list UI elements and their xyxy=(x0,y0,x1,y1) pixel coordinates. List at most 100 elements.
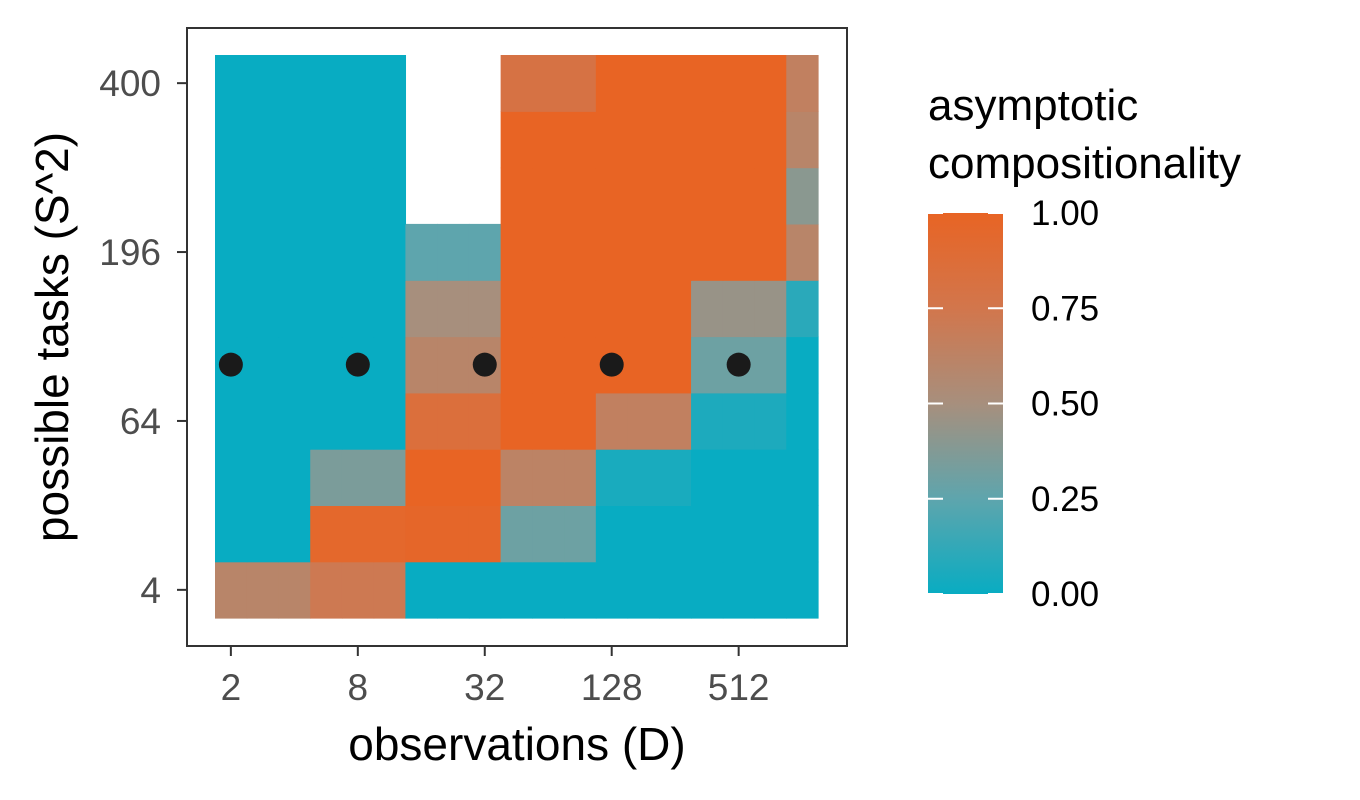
heatmap-cell xyxy=(659,223,692,281)
heatmap-cell xyxy=(564,505,597,563)
colorbar-ticks: 0.00 0.25 0.50 0.75 1.00 xyxy=(928,194,1099,614)
heatmap-cell xyxy=(215,167,248,225)
heatmap-cell xyxy=(722,223,756,281)
heatmap-cell xyxy=(627,336,660,394)
heatmap-cell xyxy=(786,111,819,169)
heatmap-cell xyxy=(595,449,629,506)
heatmap-cell xyxy=(373,392,407,450)
heatmap-cell xyxy=(437,223,470,281)
heatmap-cell xyxy=(246,111,280,169)
data-point xyxy=(345,352,370,377)
heatmap-cell xyxy=(722,167,756,225)
heatmap-cell xyxy=(722,505,756,563)
heatmap-cell xyxy=(500,111,533,169)
heatmap-cell xyxy=(246,505,280,563)
y-tick-label: 4 xyxy=(140,570,161,611)
heatmap-cell xyxy=(278,167,311,225)
y-tick-label: 400 xyxy=(99,63,161,104)
heatmap-cell xyxy=(341,280,375,338)
heatmap-cell xyxy=(691,55,724,112)
heatmap-cell xyxy=(564,392,597,450)
heatmap-cell xyxy=(278,336,311,394)
heatmap-cell xyxy=(786,55,819,112)
heatmap-cell xyxy=(627,392,660,450)
heatmap-cell xyxy=(786,223,819,281)
heatmap-cell xyxy=(659,336,692,394)
heatmap-cell xyxy=(532,449,565,506)
heatmap-cell xyxy=(215,280,248,338)
heatmap-cell xyxy=(468,449,502,506)
heatmap-cell xyxy=(405,223,438,281)
data-point xyxy=(726,352,751,377)
heatmap-cell xyxy=(564,111,597,169)
heatmap-cell xyxy=(310,392,343,450)
heatmap-cell xyxy=(500,505,533,563)
legend-title-line-1: asymptotic xyxy=(928,81,1138,130)
heatmap-cell xyxy=(246,223,280,281)
heatmap-cell xyxy=(754,223,787,281)
heatmap-cell xyxy=(246,449,280,506)
heatmap-cell xyxy=(246,167,280,225)
heatmap-cell xyxy=(373,55,407,112)
heatmap-cell xyxy=(754,392,787,450)
heatmap-cell xyxy=(722,392,756,450)
heatmap-cell xyxy=(215,561,248,619)
heatmap-cell xyxy=(659,55,692,112)
heatmap-cell xyxy=(532,223,565,281)
x-axis: 2 8 32 128 512 xyxy=(221,646,770,708)
heatmap-cell xyxy=(532,55,565,112)
heatmap-cell xyxy=(754,505,787,563)
heatmap-cell xyxy=(310,505,343,563)
heatmap-cell xyxy=(691,111,724,169)
heatmap-cell xyxy=(246,280,280,338)
heatmap-cell xyxy=(786,280,819,338)
heatmap-cell xyxy=(468,392,502,450)
heatmap-cell xyxy=(341,561,375,619)
heatmap-cell xyxy=(754,449,787,506)
heatmap-cell xyxy=(278,561,311,619)
heatmap-cell xyxy=(627,449,660,506)
heatmap-cell xyxy=(564,336,597,394)
heatmap-cell xyxy=(246,561,280,619)
heatmap-cell xyxy=(786,336,819,394)
heatmap-cell xyxy=(373,223,407,281)
heatmap-cell xyxy=(786,392,819,450)
heatmap-cell xyxy=(278,55,311,112)
heatmap-cell xyxy=(659,167,692,225)
x-tick-label: 512 xyxy=(708,667,770,708)
heatmap-cell xyxy=(215,55,248,112)
heatmap-cell xyxy=(373,280,407,338)
heatmap-cell xyxy=(405,336,438,394)
heatmap-cell xyxy=(564,55,597,112)
heatmap-cell xyxy=(500,167,533,225)
heatmap-cell xyxy=(627,111,660,169)
heatmap-cell xyxy=(564,561,597,619)
heatmap-cell xyxy=(595,392,629,450)
x-tick-label: 2 xyxy=(221,667,242,708)
heatmap-cell xyxy=(722,111,756,169)
heatmap-cell xyxy=(532,336,565,394)
heatmap-cell xyxy=(786,561,819,619)
heatmap-cell xyxy=(310,336,343,394)
heatmap-cell xyxy=(532,505,565,563)
heatmap-cell xyxy=(278,223,311,281)
heatmap-cell xyxy=(659,561,692,619)
heatmap-cell xyxy=(341,505,375,563)
heatmap-cell xyxy=(564,223,597,281)
heatmap-cell xyxy=(310,167,343,225)
x-axis-title: observations (D) xyxy=(348,718,685,770)
heatmap-cell xyxy=(754,280,787,338)
heatmap-cell xyxy=(754,55,787,112)
data-points xyxy=(218,352,751,377)
heatmap-cell xyxy=(691,336,724,394)
heatmap-cell xyxy=(468,223,502,281)
colorbar-tick-label: 0.50 xyxy=(1031,385,1099,424)
heatmap-cell xyxy=(659,449,692,506)
heatmap-cell xyxy=(722,55,756,112)
heatmap-cell xyxy=(659,280,692,338)
heatmap-cell xyxy=(500,449,533,506)
heatmap-cell xyxy=(310,280,343,338)
heatmap-cell xyxy=(500,223,533,281)
heatmap-cell xyxy=(246,392,280,450)
